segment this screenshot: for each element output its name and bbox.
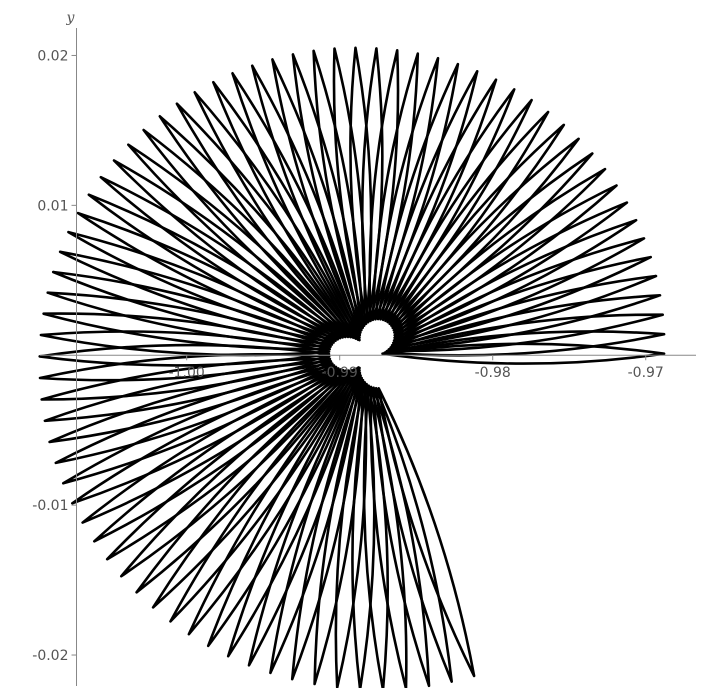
x-ticks: -1.00 -0.99 -0.98 -0.97 <box>169 355 664 381</box>
curve-loop <box>112 159 347 339</box>
curve-loop <box>81 368 342 524</box>
x-tick-label: -0.99 <box>322 365 358 381</box>
axes-group: -1.00 -0.99 -0.98 -0.97 0.020.01-0.01-0.02 … <box>32 10 696 686</box>
curve-loop <box>387 294 662 351</box>
curve-loop <box>290 376 363 681</box>
x-tick-label: -0.97 <box>628 365 664 381</box>
x-tick-label: -0.98 <box>475 365 511 381</box>
curve-loop <box>247 371 362 667</box>
curve-loop <box>151 368 356 609</box>
curve-loop <box>120 369 350 578</box>
curve-loop <box>169 367 358 623</box>
curve-loop <box>390 255 652 347</box>
y-tick-label: 0.02 <box>37 48 68 64</box>
curve-loop <box>385 313 664 353</box>
y-tick-label: -0.01 <box>32 498 68 514</box>
y-tick-label: 0.01 <box>37 198 68 214</box>
curve-loop <box>381 342 666 365</box>
curve-loop <box>127 143 350 339</box>
curve-loop <box>93 368 345 543</box>
curve-loop <box>206 366 361 648</box>
y-tick-label: -0.02 <box>32 648 68 664</box>
curve-loop <box>175 102 357 340</box>
curve-loop <box>250 64 362 337</box>
x-tick-label: -1.00 <box>169 365 205 381</box>
curve-loop <box>135 369 353 594</box>
y-axis-label: y <box>66 10 76 26</box>
curve-loop <box>142 128 352 339</box>
curve-loop <box>312 49 364 330</box>
curve-loop <box>158 115 355 339</box>
curve-loop <box>231 72 361 339</box>
curve-loop <box>187 366 360 636</box>
y-ticks: 0.02 0.01 -0.01 -0.02 <box>32 48 77 664</box>
curve-loop <box>389 274 658 349</box>
curve-loop <box>269 374 362 675</box>
curve-loop <box>271 58 362 334</box>
curve-loop <box>193 91 360 341</box>
curve-loop <box>291 53 363 332</box>
curve-group <box>38 46 666 688</box>
curve-loop <box>226 369 361 658</box>
curve-loop <box>374 386 453 683</box>
curve-loop <box>212 80 361 342</box>
curve-loop <box>71 367 340 505</box>
curve-loop <box>105 369 348 561</box>
curve-loop <box>377 387 476 678</box>
curve-loop <box>313 378 365 686</box>
